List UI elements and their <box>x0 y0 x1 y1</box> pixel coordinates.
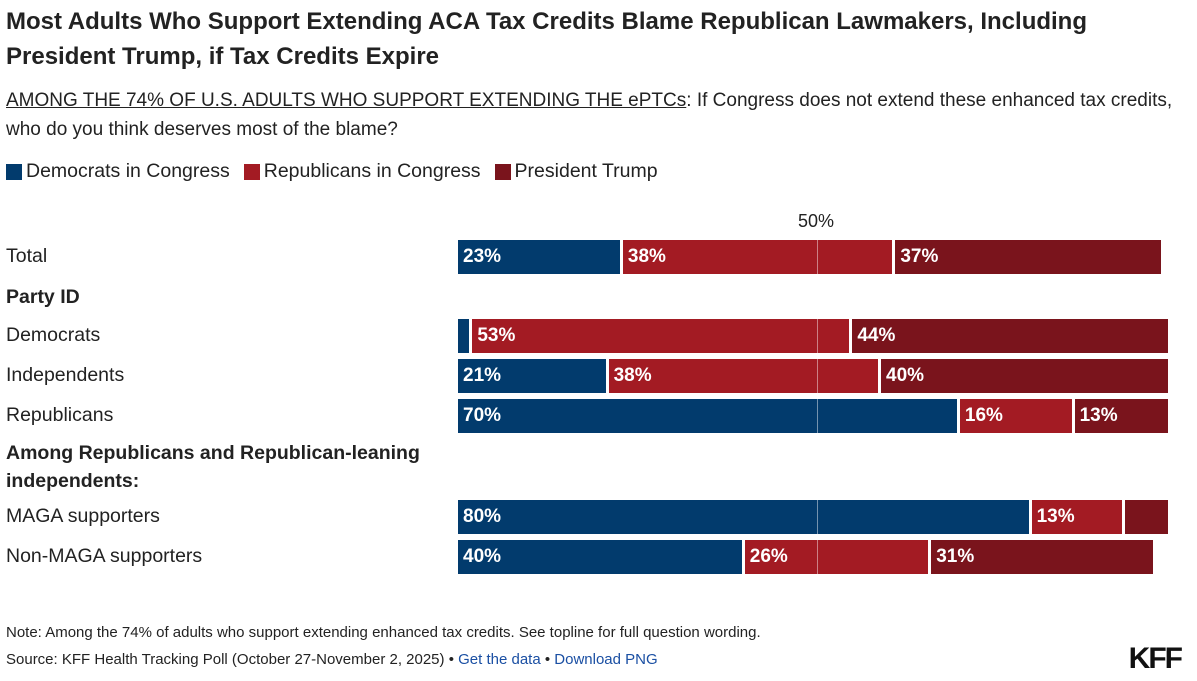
category-label: Democrats <box>6 324 101 346</box>
bar-segment: 21% <box>458 359 606 393</box>
reference-line <box>816 240 818 274</box>
legend-label: President Trump <box>514 160 658 182</box>
footnote: Note: Among the 74% of adults who suppor… <box>6 624 761 641</box>
separator: • <box>540 651 555 668</box>
bar-segment: 23% <box>458 240 620 274</box>
source-line: Source: KFF Health Tracking Poll (Octobe… <box>6 651 658 668</box>
legend-item-democrats: Democrats in Congress <box>6 160 230 183</box>
legend-label: Democrats in Congress <box>26 160 230 182</box>
category-label: Independents <box>6 364 125 386</box>
bar-segment: 13% <box>1031 500 1122 534</box>
source-text: Source: KFF Health Tracking Poll (Octobe… <box>6 651 445 668</box>
bar-segment: 80% <box>458 500 1029 534</box>
group-label-party-id: Party ID <box>6 286 80 308</box>
chart-title: Most Adults Who Support Extending ACA Ta… <box>6 8 1087 70</box>
reference-line <box>816 500 818 534</box>
bar-segment: 13% <box>1074 399 1168 433</box>
legend-item-trump: President Trump <box>494 160 658 183</box>
subtitle-population: AMONG THE 74% OF U.S. ADULTS WHO SUPPORT… <box>6 90 687 111</box>
bar-segment: 37% <box>895 240 1161 274</box>
legend-item-republicans: Republicans in Congress <box>243 160 481 183</box>
reference-line <box>816 359 818 393</box>
bar-segment: 38% <box>608 359 879 393</box>
download-png-link[interactable]: Download PNG <box>554 651 658 668</box>
legend: Democrats in Congress Republicans in Con… <box>6 160 658 183</box>
separator: • <box>444 651 459 668</box>
bar-segment: 16% <box>959 399 1072 433</box>
bar-segment: 44% <box>852 319 1168 353</box>
category-label: MAGA supporters <box>6 505 160 527</box>
reference-line <box>816 540 818 574</box>
bar-segment: 40% <box>458 540 742 574</box>
reference-line <box>816 399 818 433</box>
category-label: Republicans <box>6 404 114 426</box>
legend-swatch <box>494 163 511 180</box>
legend-swatch <box>6 163 22 180</box>
category-label: Non-MAGA supporters <box>6 545 203 567</box>
bar-segment: 53% <box>472 319 850 353</box>
category-label: Total <box>6 245 48 267</box>
reference-line-label: 50% <box>798 211 835 231</box>
group-label-republicans: Among Republicans and Republican-leaning… <box>6 442 420 492</box>
bar-segment <box>458 319 470 353</box>
bar-segment <box>1124 500 1168 534</box>
legend-swatch <box>243 163 260 180</box>
bar-segment: 38% <box>622 240 893 274</box>
get-data-link[interactable]: Get the data <box>458 651 541 668</box>
reference-line <box>816 319 818 353</box>
bar-segment: 70% <box>458 399 957 433</box>
bar-segment: 26% <box>744 540 929 574</box>
kff-logo: KFF <box>1128 642 1183 675</box>
bar-segment: 31% <box>931 540 1154 574</box>
chart-subtitle: AMONG THE 74% OF U.S. ADULTS WHO SUPPORT… <box>6 86 1191 144</box>
bar-segment: 40% <box>881 359 1168 393</box>
subtitle-question: : If Congress does not extend these enha… <box>6 90 1173 140</box>
legend-label: Republicans in Congress <box>263 160 481 182</box>
